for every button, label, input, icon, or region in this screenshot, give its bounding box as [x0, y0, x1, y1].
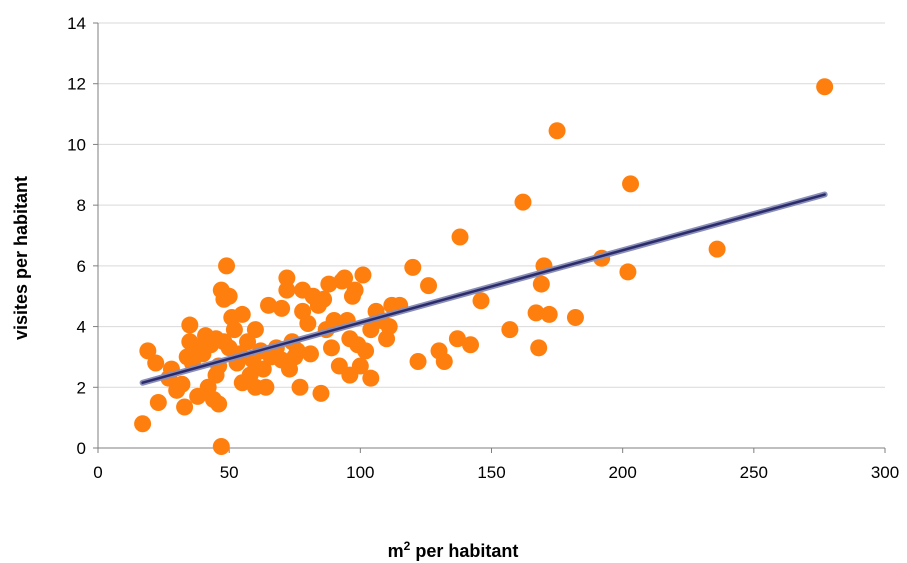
data-point — [291, 378, 309, 396]
x-axis-title-base: m — [388, 541, 404, 561]
data-point — [357, 342, 375, 360]
data-point — [351, 357, 369, 375]
data-point — [246, 321, 264, 339]
data-point — [619, 263, 637, 281]
data-point — [260, 296, 278, 314]
y-tick-label: 14 — [67, 14, 86, 33]
data-point — [149, 393, 167, 411]
data-point — [320, 275, 338, 293]
x-tick-label: 0 — [93, 463, 102, 482]
data-point — [147, 354, 165, 372]
data-point — [346, 281, 364, 299]
x-axis-title-rest: per habitant — [410, 541, 518, 561]
data-point — [225, 321, 243, 339]
data-point — [708, 240, 726, 258]
x-axis-title: m2 per habitant — [388, 539, 519, 561]
x-tick-label: 50 — [220, 463, 239, 482]
data-point — [257, 378, 275, 396]
y-tick-label: 8 — [77, 196, 86, 215]
data-point — [622, 175, 640, 193]
data-point — [325, 312, 343, 329]
data-point — [530, 339, 548, 357]
y-tick-label: 10 — [67, 135, 86, 154]
trendline — [139, 191, 828, 386]
data-point — [210, 395, 228, 413]
data-point — [336, 269, 354, 287]
data-point — [435, 352, 453, 370]
y-tick-label: 12 — [67, 75, 86, 94]
y-tick-label: 4 — [77, 318, 86, 337]
data-point — [354, 266, 372, 284]
data-point — [299, 315, 317, 333]
data-point — [312, 384, 330, 402]
data-point — [527, 304, 545, 322]
data-point — [273, 299, 291, 317]
data-point — [239, 333, 257, 351]
data-point — [409, 352, 427, 370]
data-point — [176, 398, 194, 416]
data-point — [173, 375, 191, 393]
data-point — [448, 330, 466, 348]
data-point — [139, 342, 157, 360]
x-axis-title-superscript: 2 — [404, 539, 411, 553]
data-point — [322, 339, 340, 357]
data-point — [220, 287, 238, 305]
y-axis-title: visites per habitant — [11, 176, 31, 340]
x-tick-label: 200 — [608, 463, 636, 482]
data-point — [181, 316, 199, 334]
data-point — [566, 308, 584, 326]
y-tick-label: 6 — [77, 257, 86, 276]
data-point — [278, 281, 296, 299]
data-point — [301, 345, 319, 363]
data-point — [451, 228, 469, 246]
data-point — [315, 290, 333, 308]
data-point — [233, 305, 251, 323]
x-tick-label: 150 — [477, 463, 505, 482]
trendline-line — [141, 193, 826, 384]
data-point — [420, 277, 438, 295]
data-point — [462, 336, 480, 354]
x-tick-label: 300 — [871, 463, 899, 482]
data-point — [514, 193, 532, 211]
data-point — [501, 321, 519, 339]
x-tick-label: 100 — [346, 463, 374, 482]
data-point — [380, 318, 398, 336]
y-tick-labels: 0 2 4 6 8 10 12 14 — [67, 14, 86, 458]
data-point — [532, 275, 550, 293]
data-point — [816, 78, 834, 96]
data-point — [548, 122, 566, 140]
data-point — [362, 369, 380, 387]
data-point — [134, 415, 152, 433]
x-tick-label: 250 — [740, 463, 768, 482]
data-point — [472, 292, 490, 310]
data-point — [404, 258, 422, 276]
y-tick-label: 2 — [77, 378, 86, 397]
data-points — [134, 78, 834, 455]
x-tick-labels: 0 50 100 150 200 250 300 — [93, 463, 899, 482]
data-point — [540, 305, 558, 323]
data-point — [278, 269, 296, 287]
y-tick-label: 0 — [77, 439, 86, 458]
data-point — [212, 437, 230, 455]
data-point — [254, 360, 272, 378]
data-point — [288, 342, 306, 360]
data-point — [218, 257, 236, 275]
